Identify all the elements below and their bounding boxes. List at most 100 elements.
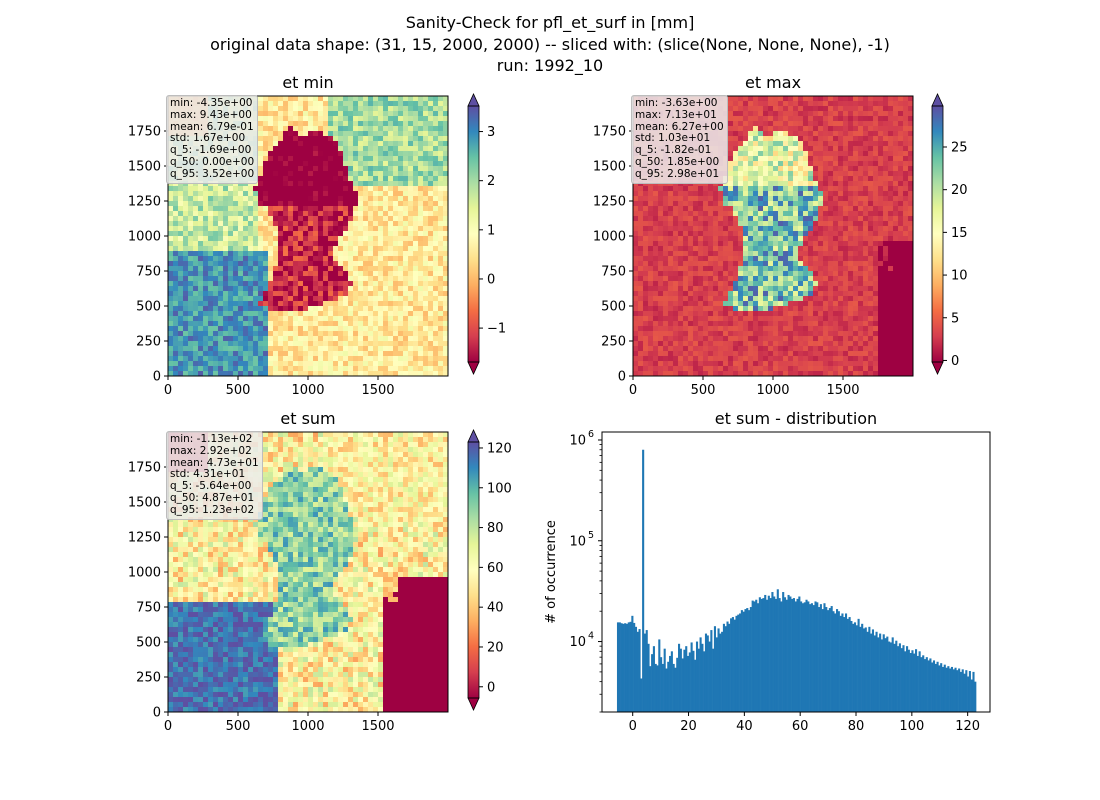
heatmap-cell xyxy=(363,346,369,352)
heatmap-cell xyxy=(233,311,239,317)
heatmap-cell xyxy=(313,216,319,222)
heatmap-cell xyxy=(703,186,709,192)
heatmap-cell xyxy=(348,151,354,157)
heatmap-cell xyxy=(268,346,274,352)
heatmap-cell xyxy=(348,196,354,202)
heatmap-cell xyxy=(313,151,319,157)
heatmap-cell xyxy=(373,366,379,372)
heatmap-cell xyxy=(678,271,684,277)
heatmap-cell xyxy=(313,276,319,282)
heatmap-cell xyxy=(308,281,314,287)
heatmap-cell xyxy=(648,231,654,237)
heatmap-cell xyxy=(183,201,189,207)
heatmap-cell xyxy=(283,136,289,142)
heatmap-cell xyxy=(673,231,679,237)
heatmap-cell xyxy=(328,101,334,107)
heatmap-cell xyxy=(348,216,354,222)
heatmap-cell xyxy=(653,226,659,232)
heatmap-cell xyxy=(753,171,759,177)
heatmap-cell xyxy=(438,176,444,182)
heatmap-cell xyxy=(388,96,394,102)
heatmap-cell xyxy=(193,281,199,287)
heatmap-cell xyxy=(738,286,744,292)
heatmap-cell xyxy=(303,306,309,312)
heatmap-cell xyxy=(788,266,794,272)
heatmap-cell xyxy=(388,256,394,262)
heatmap-cell xyxy=(253,261,259,267)
heatmap-cell xyxy=(293,96,299,102)
heatmap-cell xyxy=(423,236,429,242)
heatmap-cell xyxy=(778,191,784,197)
heatmap-cell xyxy=(638,346,644,352)
heatmap-cell xyxy=(643,226,649,232)
heatmap-cell xyxy=(343,241,349,247)
heatmap-cell xyxy=(753,371,759,377)
heatmap-cell xyxy=(408,266,414,272)
heatmap-cell xyxy=(773,306,779,312)
heatmap-cell xyxy=(298,356,304,362)
heatmap-cell xyxy=(423,161,429,167)
heatmap-cell xyxy=(293,351,299,357)
heatmap-cell xyxy=(773,266,779,272)
heatmap-cell xyxy=(253,286,259,292)
heatmap-cell xyxy=(398,206,404,212)
heatmap-cell xyxy=(748,131,754,137)
heatmap-cell xyxy=(173,246,179,252)
heatmap-cell xyxy=(403,206,409,212)
heatmap-cell xyxy=(723,301,729,307)
heatmap-cell xyxy=(758,326,764,332)
heatmap-cell xyxy=(413,206,419,212)
heatmap-cell xyxy=(753,291,759,297)
heatmap-cell xyxy=(228,291,234,297)
heatmap-cell xyxy=(343,191,349,197)
heatmap-cell xyxy=(733,276,739,282)
heatmap-cell xyxy=(728,306,734,312)
heatmap-cell xyxy=(423,221,429,227)
heatmap-cell xyxy=(433,166,439,172)
heatmap-cell xyxy=(193,351,199,357)
heatmap-cell xyxy=(698,326,704,332)
heatmap-cell xyxy=(768,286,774,292)
heatmap-cell xyxy=(353,186,359,192)
heatmap-cell xyxy=(443,276,449,282)
heatmap-cell xyxy=(428,216,434,222)
heatmap-cell xyxy=(348,371,354,377)
heatmap-cell xyxy=(378,326,384,332)
heatmap-cell xyxy=(393,261,399,267)
heatmap-cell xyxy=(193,366,199,372)
heatmap-cell xyxy=(203,261,209,267)
heatmap-cell xyxy=(788,111,794,117)
heatmap-cell xyxy=(283,171,289,177)
heatmap-cell xyxy=(738,211,744,217)
heatmap-cell xyxy=(793,131,799,137)
heatmap-cell xyxy=(433,251,439,257)
heatmap-cell xyxy=(408,361,414,367)
heatmap-cell xyxy=(348,251,354,257)
heatmap-cell xyxy=(438,111,444,117)
heatmap-cell xyxy=(338,96,344,102)
heatmap-cell xyxy=(298,246,304,252)
heatmap-cell xyxy=(338,261,344,267)
heatmap-cell xyxy=(788,301,794,307)
heatmap-cell xyxy=(658,311,664,317)
heatmap-cell xyxy=(668,251,674,257)
heatmap-cell xyxy=(348,356,354,362)
heatmap-cell xyxy=(418,211,424,217)
heatmap-cell xyxy=(723,251,729,257)
heatmap-cell xyxy=(673,331,679,337)
heatmap-cell xyxy=(298,231,304,237)
heatmap-cell xyxy=(733,126,739,132)
heatmap-cell xyxy=(253,316,259,322)
heatmap-cell xyxy=(428,106,434,112)
heatmap-cell xyxy=(283,141,289,147)
heatmap-cell xyxy=(228,186,234,192)
heatmap-cell xyxy=(303,286,309,292)
heatmap-cell xyxy=(298,211,304,217)
heatmap-cell xyxy=(743,216,749,222)
heatmap-cell xyxy=(178,281,184,287)
heatmap-cell xyxy=(648,191,654,197)
heatmap-cell xyxy=(778,201,784,207)
heatmap-cell xyxy=(773,191,779,197)
heatmap-cell xyxy=(358,166,364,172)
heatmap-cell xyxy=(213,281,219,287)
